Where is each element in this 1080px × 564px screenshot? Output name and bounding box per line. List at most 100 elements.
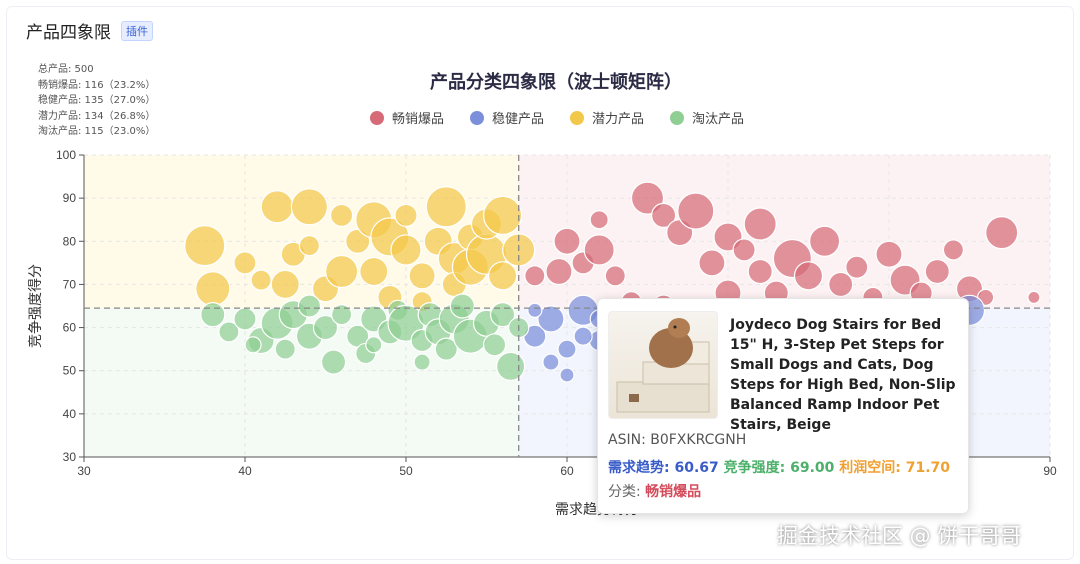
watermark: 掘金技术社区 @ 饼干哥哥: [777, 524, 1022, 548]
bubble-series-1: [537, 305, 565, 333]
bubble-series-2: [233, 251, 257, 275]
y-tick-label: 60: [63, 321, 77, 335]
legend-dot-icon: [570, 110, 585, 125]
legend-label: 畅销爆品: [392, 112, 445, 127]
bubble-series-2: [298, 235, 320, 257]
bubble-series-2: [390, 234, 422, 266]
legend-label: 稳健产品: [492, 112, 545, 127]
product-image: [608, 311, 718, 419]
bubble-series-3: [200, 302, 226, 328]
bubble-series-0: [545, 257, 573, 286]
bubble-series-0: [524, 265, 546, 287]
bubble-series-2: [260, 190, 294, 224]
bubble-series-2: [250, 269, 272, 291]
y-tick-label: 50: [63, 364, 77, 378]
widget-title: 产品四象限: [26, 23, 111, 43]
bubble-series-2: [290, 188, 328, 226]
y-tick-label: 40: [63, 407, 77, 421]
x-tick-label: 60: [560, 464, 574, 478]
stat-total: 总产品: 500: [38, 64, 94, 75]
stat-potential: 潜力产品: 134（26.8%）: [38, 110, 156, 122]
bubble-series-2: [408, 262, 436, 290]
product-metrics: 需求趋势: 60.67 竞争强度: 69.00 利润空间: 71.70: [608, 457, 950, 477]
bubble-series-2: [359, 256, 389, 287]
product-title: Joydeco Dog Stairs for Bed 15" H, 3-Step…: [730, 317, 956, 433]
bubble-series-0: [650, 202, 677, 228]
bubble-series-2: [270, 269, 300, 300]
y-axis-label: 竞争强度得分: [27, 264, 44, 348]
bubble-series-0: [583, 234, 615, 266]
x-tick-label: 40: [238, 464, 252, 478]
bubble-series-3: [482, 333, 507, 357]
bubble-series-3: [233, 307, 257, 331]
bubble-series-0: [604, 265, 626, 287]
legend-dot-icon: [370, 110, 384, 125]
bubble-series-0: [1027, 290, 1041, 304]
x-tick-label: 90: [1043, 464, 1057, 478]
legend-label: 淘汰产品: [692, 112, 745, 127]
bubble-series-3: [297, 294, 321, 318]
bubble-series-0: [698, 249, 726, 277]
bubble-series-3: [331, 304, 353, 326]
legend-label: 潜力产品: [592, 112, 645, 127]
stat-stable: 稳健产品: 135（27.0%）: [38, 95, 156, 106]
y-tick-label: 70: [63, 277, 77, 291]
y-tick-label: 30: [63, 450, 77, 464]
bubble-series-0: [677, 192, 715, 230]
bubble-series-2: [184, 225, 226, 267]
bubble-series-0: [553, 227, 581, 255]
bubble-series-0: [732, 238, 756, 262]
bubble-series-1: [559, 367, 575, 383]
bubble-series-0: [875, 240, 903, 268]
bubble-series-1: [573, 326, 593, 346]
bubble-series-3: [320, 349, 347, 375]
plugin-badge: 插件: [121, 20, 153, 41]
legend-item-stable[interactable]: 稳健产品: [470, 108, 544, 127]
chart-title: 产品分类四象限（波士顿矩阵）: [430, 72, 682, 93]
metric-profit: 利润空间: 71.70: [839, 460, 951, 476]
dog-stairs-image-icon: [616, 318, 710, 413]
bubble-series-0: [793, 261, 824, 291]
stat-star: 畅销爆品: 116（23.2%）: [38, 79, 156, 91]
bubble-series-0: [808, 225, 841, 257]
bubble-series-3: [244, 336, 262, 354]
bubble-series-0: [743, 207, 777, 241]
bubble-series-0: [589, 210, 609, 230]
product-tooltip: Joydeco Dog Stairs for Bed 15" H, 3-Step…: [597, 298, 969, 514]
metric-competition: 竞争强度: 69.00: [723, 460, 835, 476]
legend-item-eliminated[interactable]: 淘汰产品: [670, 108, 744, 127]
bubble-series-0: [828, 271, 854, 298]
legend-dot-icon: [670, 110, 685, 125]
legend-item-potential[interactable]: 潜力产品: [570, 108, 644, 127]
bubble-series-3: [365, 336, 383, 354]
bubble-series-1: [557, 339, 577, 359]
bubble-series-2: [394, 203, 418, 227]
category-value: 畅销爆品: [645, 484, 702, 500]
stat-eliminated: 淘汰产品: 115（23.0%）: [38, 126, 156, 137]
bubble-series-2: [488, 261, 518, 291]
bubble-series-0: [747, 258, 773, 285]
bubble-series-3: [496, 351, 526, 381]
bubble-series-0: [845, 255, 869, 279]
y-tick-label: 100: [56, 148, 76, 162]
category-label: 分类:: [608, 484, 646, 500]
bubble-series-2: [325, 254, 359, 289]
chart-legend: 畅销爆品 稳健产品 潜力产品 淘汰产品: [370, 108, 744, 127]
bubble-series-2: [483, 195, 523, 235]
bubble-series-2: [425, 186, 467, 228]
bubble-series-0: [985, 216, 1019, 250]
bubble-series-1: [542, 353, 560, 371]
widget-header: 产品四象限 插件: [26, 18, 153, 43]
bubble-series-2: [195, 271, 231, 307]
product-category: 分类: 畅销爆品: [608, 481, 701, 501]
bubble-series-3: [274, 338, 296, 360]
legend-dot-icon: [470, 110, 485, 125]
y-tick-label: 90: [63, 191, 77, 205]
x-tick-label: 30: [77, 464, 91, 478]
x-tick-label: 50: [399, 464, 413, 478]
product-asin: ASIN: B0FXKRCGNH: [608, 432, 747, 448]
legend-item-star[interactable]: 畅销爆品: [370, 108, 444, 127]
bubble-series-3: [312, 314, 339, 341]
bubble-series-2: [330, 203, 354, 227]
stats-summary: 总产品: 500 畅销爆品: 116（23.2%） 稳健产品: 135（27.0…: [38, 62, 155, 140]
